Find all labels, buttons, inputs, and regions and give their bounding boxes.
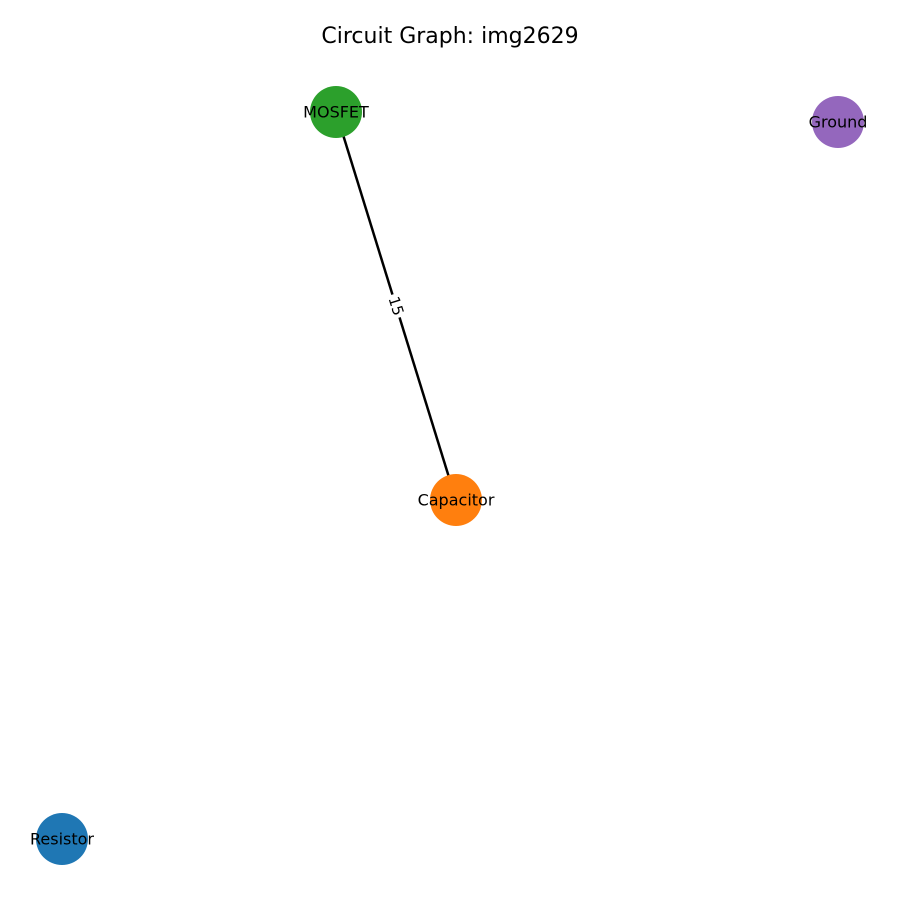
node-resistor: Resistor [30,813,94,865]
edges-layer: 15 [334,111,458,501]
node-label: Ground [809,113,868,132]
nodes-layer: MOSFET Ground Capacitor Resistor [30,86,867,865]
node-label: Capacitor [418,491,495,510]
node-capacitor: Capacitor [418,474,495,526]
node-label: Resistor [30,830,94,849]
node-circle [812,96,864,148]
node-circle [430,474,482,526]
node-circle [36,813,88,865]
node-circle [310,86,362,138]
edge-weight-label: 15 [385,294,408,318]
edge-mosfet-capacitor: 15 [334,111,458,501]
node-label: MOSFET [303,103,369,122]
node-mosfet: MOSFET [303,86,369,138]
graph-title: Circuit Graph: img2629 [321,24,578,49]
edge-label-background [382,291,410,321]
node-ground: Ground [809,96,868,148]
